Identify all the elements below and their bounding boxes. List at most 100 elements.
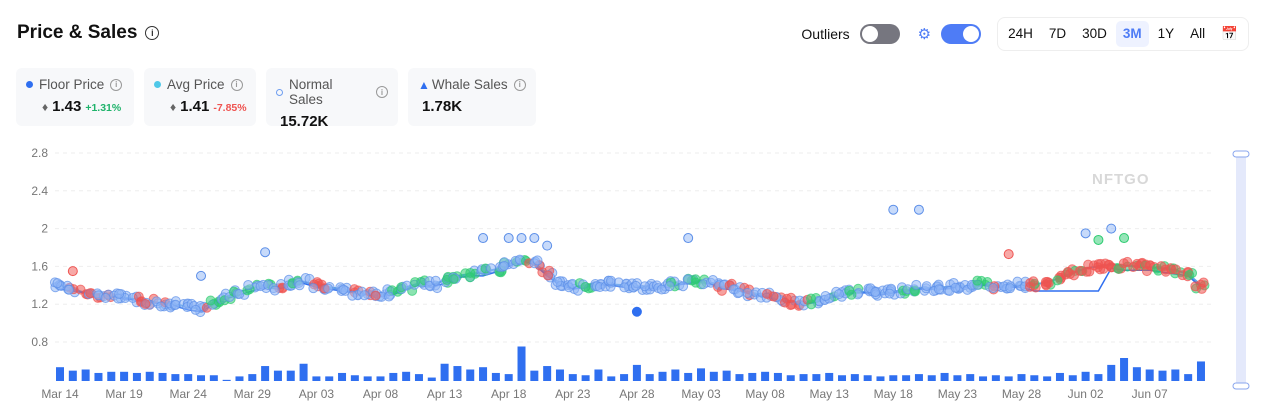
- range-24h[interactable]: 24H: [1008, 26, 1033, 41]
- volume-bar: [312, 376, 321, 381]
- volume-bar: [1081, 371, 1090, 381]
- range-all[interactable]: All: [1190, 26, 1206, 41]
- sale-point: [933, 284, 944, 295]
- sale-point: [308, 283, 319, 294]
- floor-dot-icon: [26, 81, 33, 88]
- range-1y[interactable]: 1Y: [1157, 26, 1175, 41]
- sale-point: [114, 288, 125, 299]
- sale-point: [678, 281, 689, 292]
- sale-point: [690, 274, 701, 285]
- x-tick-label: Mar 24: [170, 387, 208, 401]
- info-icon[interactable]: i: [376, 86, 388, 98]
- outlier-point: [913, 204, 924, 215]
- volume-bar: [632, 364, 641, 381]
- volume-bar: [414, 374, 423, 381]
- volume-bar: [350, 375, 359, 381]
- normal-sales-dot-icon: [276, 88, 283, 96]
- outliers-toggle[interactable]: [859, 24, 900, 44]
- x-tick-label: Apr 08: [363, 387, 399, 401]
- card-change: -7.85%: [213, 102, 247, 114]
- sale-point: [630, 280, 641, 291]
- volume-bar: [453, 366, 462, 381]
- volume-bar: [1043, 376, 1052, 381]
- volume-bar: [338, 372, 347, 381]
- sale-point: [950, 282, 961, 293]
- volume-bar: [1094, 374, 1103, 381]
- sale-point: [1012, 276, 1023, 287]
- scrollbar-handle-bottom[interactable]: [1232, 382, 1250, 390]
- sale-point: [1156, 261, 1167, 272]
- range-30d[interactable]: 30D: [1082, 26, 1107, 41]
- y-tick-label: 2: [41, 222, 48, 236]
- sale-point: [294, 280, 305, 291]
- sale-point: [323, 283, 334, 294]
- sale-point: [911, 279, 922, 290]
- x-tick-label: May 08: [745, 387, 785, 401]
- info-icon[interactable]: i: [513, 78, 526, 91]
- stat-cards: Floor Price i ♦ 1.43 +1.31% Avg Price i ♦ 1.4…: [16, 68, 536, 130]
- volume-bar: [902, 375, 911, 381]
- volume-bar: [697, 368, 705, 381]
- card-change: +1.31%: [85, 102, 122, 114]
- card-label: Normal Sales: [289, 77, 333, 107]
- volume-bar: [761, 371, 770, 381]
- volume-bar: [1158, 370, 1167, 381]
- x-tick-label: Mar 19: [105, 387, 143, 401]
- sale-point: [768, 291, 779, 302]
- x-tick-label: May 03: [681, 387, 721, 401]
- scrollbar-handle-top[interactable]: [1232, 150, 1250, 158]
- card-label: Avg Price: [167, 77, 225, 92]
- sale-point: [1040, 276, 1051, 287]
- floor-price-card: Floor Price i ♦ 1.43 +1.31%: [16, 68, 134, 126]
- sale-point: [1196, 283, 1207, 294]
- sale-point: [234, 288, 245, 299]
- outlier-point: [478, 233, 489, 244]
- info-icon[interactable]: i: [145, 26, 160, 40]
- sale-point: [243, 279, 254, 290]
- volume-bar: [222, 379, 231, 381]
- whale-sales-card: ▲ Whale Sales i 1.78K: [408, 68, 536, 126]
- sale-point: [742, 287, 753, 298]
- volume-bar: [376, 376, 385, 381]
- whale-toggle[interactable]: [941, 24, 982, 44]
- sale-point: [205, 295, 216, 306]
- volume-bar: [825, 372, 834, 381]
- sale-point: [430, 275, 441, 286]
- x-tick-label: May 28: [1002, 387, 1042, 401]
- card-value: 1.41: [180, 98, 210, 115]
- volume-bar: [299, 363, 308, 381]
- outlier-point: [683, 233, 694, 244]
- card-value: 1.43: [52, 98, 82, 115]
- volume-bar: [709, 371, 718, 381]
- volume-bar: [773, 372, 782, 381]
- calendar-icon[interactable]: 📅: [1221, 26, 1238, 41]
- volume-bar: [889, 375, 898, 381]
- info-icon[interactable]: i: [230, 78, 243, 91]
- volume-bar: [1196, 361, 1205, 381]
- card-label: Whale Sales: [431, 77, 508, 92]
- info-icon[interactable]: i: [110, 78, 123, 91]
- outlier-point: [542, 240, 553, 251]
- sale-point: [155, 301, 166, 312]
- range-3m[interactable]: 3M: [1115, 21, 1149, 47]
- volume-bar: [94, 372, 103, 381]
- volume-bar: [620, 374, 629, 381]
- volume-bar: [325, 376, 334, 381]
- whale-icon: ▲: [418, 77, 430, 92]
- volume-bar: [530, 370, 539, 381]
- sale-point: [1052, 275, 1063, 286]
- outlier-point: [1119, 233, 1130, 244]
- volume-bar: [504, 374, 513, 381]
- volume-bar: [914, 374, 923, 381]
- sale-point: [580, 281, 591, 292]
- volume-bar: [1068, 375, 1077, 381]
- sale-point: [532, 255, 543, 266]
- sale-point: [383, 291, 394, 302]
- volume-bar: [479, 367, 488, 381]
- volume-bar: [273, 370, 282, 381]
- x-tick-label: Jun 02: [1068, 387, 1104, 401]
- volume-bar: [1107, 364, 1116, 381]
- zoom-scrollbar[interactable]: [1236, 154, 1246, 386]
- avg-dot-icon: [154, 81, 161, 88]
- range-7d[interactable]: 7D: [1048, 26, 1067, 41]
